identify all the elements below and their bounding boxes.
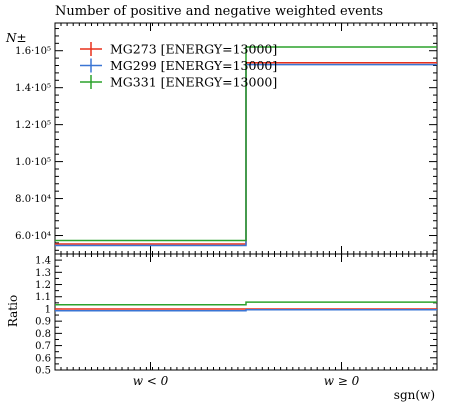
x-tick-label: w ≥ 0 <box>324 374 360 388</box>
y-tick-label: 1.4·10⁵ <box>15 83 51 94</box>
ratio-tick-label: 0.8 <box>35 329 51 340</box>
y-tick-label: 8.0·10⁴ <box>15 194 51 205</box>
ratio-tick-label: 1.4 <box>35 256 51 267</box>
legend-label: MG299 [ENERGY=13000] <box>110 58 277 73</box>
ratio-tick-label: 0.5 <box>35 366 51 377</box>
ratio-tick-label: 0.7 <box>35 341 51 352</box>
ratio-tick-label: 1.3 <box>35 268 51 279</box>
ratio-line-mg299 <box>55 308 437 312</box>
ratio-tick-label: 0.9 <box>35 317 51 328</box>
legend-label: MG273 [ENERGY=13000] <box>110 42 277 57</box>
main-plot-area: 6.0·10⁴ 8.0·10⁴ 1.0·10⁵ 1.2·10⁵ 1.4·10⁵ 1.6·1… <box>15 22 438 255</box>
ratio-tick-label: 1.2 <box>35 280 51 291</box>
ratio-tick-label: 1.1 <box>35 292 51 303</box>
ratio-line-mg331 <box>55 301 437 306</box>
ratio-plot-area: 0.5 0.60.70.80.9 11.11.21.31.4 <box>35 253 438 377</box>
y-tick-label: 1.6·10⁵ <box>15 46 51 57</box>
ratio-tick-label: 1 <box>45 304 51 315</box>
legend-label: MG331 [ENERGY=13000] <box>110 75 277 90</box>
y-tick-label: 6.0·10⁴ <box>15 231 51 242</box>
ratio-tick-label: 0.6 <box>35 353 51 364</box>
x-tick-label: w < 0 <box>133 374 169 388</box>
y-tick-label: 1.2·10⁵ <box>15 120 51 131</box>
ratio-axis-label: Ratio <box>6 295 20 327</box>
legend: MG273 [ENERGY=13000]MG299 [ENERGY=13000]… <box>80 42 277 90</box>
ratio-frame <box>54 253 438 371</box>
series-line-mg331 <box>55 46 437 242</box>
y-axis-label: N± <box>5 31 27 45</box>
chart-title: Number of positive and negative weighted… <box>55 4 383 19</box>
y-tick-label: 1.0·10⁵ <box>15 157 51 168</box>
x-axis-label: sgn(w) <box>394 388 435 402</box>
